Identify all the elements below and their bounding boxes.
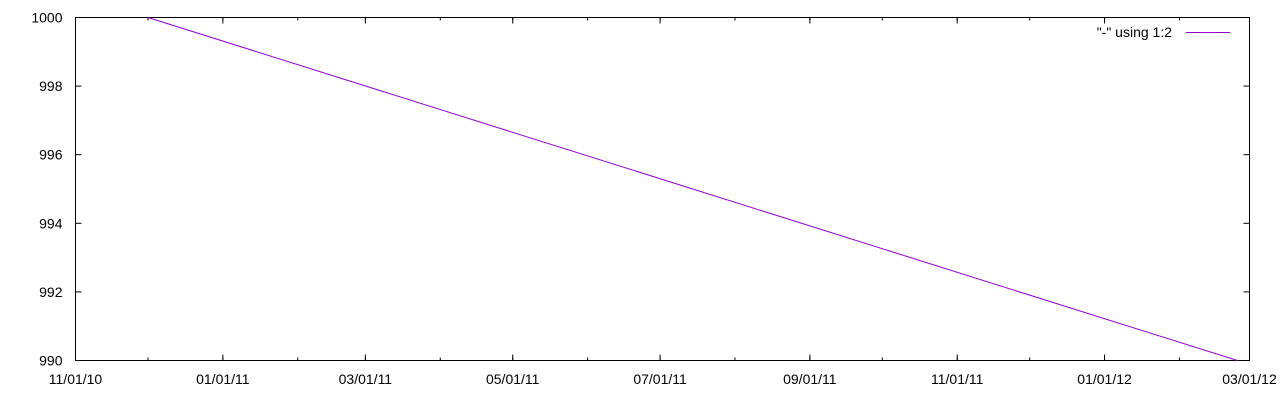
series-line: [147, 17, 1238, 361]
x-axis: 11/01/10 01/01/11 03/01/11 05/01/11 07/01/11…: [49, 17, 1277, 387]
series-layer: [147, 17, 1238, 361]
y-tick-label: 996: [39, 147, 63, 163]
x-tick-label: 11/01/10: [49, 371, 103, 387]
y-tick-label: 998: [39, 78, 63, 94]
legend: "-" using 1:2: [1097, 24, 1230, 40]
x-tick-label: 09/01/11: [783, 371, 837, 387]
y-tick-label: 990: [39, 353, 63, 369]
y-tick-label: 994: [39, 215, 63, 231]
x-tick-label: 03/01/12: [1222, 371, 1277, 387]
x-tick-label: 11/01/11: [931, 371, 984, 387]
legend-label: "-" using 1:2: [1097, 24, 1173, 40]
plot-frame: [75, 17, 1250, 361]
x-tick-label: 01/01/11: [196, 371, 250, 387]
y-axis: 990 992 994 996 998 1000: [31, 10, 1250, 369]
x-tick-label: 05/01/11: [486, 371, 540, 387]
y-tick-label: 992: [39, 284, 63, 300]
y-tick-label: 1000: [31, 10, 62, 26]
x-tick-label: 01/01/12: [1077, 371, 1132, 387]
x-tick-label: 07/01/11: [633, 371, 687, 387]
x-tick-label: 03/01/11: [339, 371, 393, 387]
